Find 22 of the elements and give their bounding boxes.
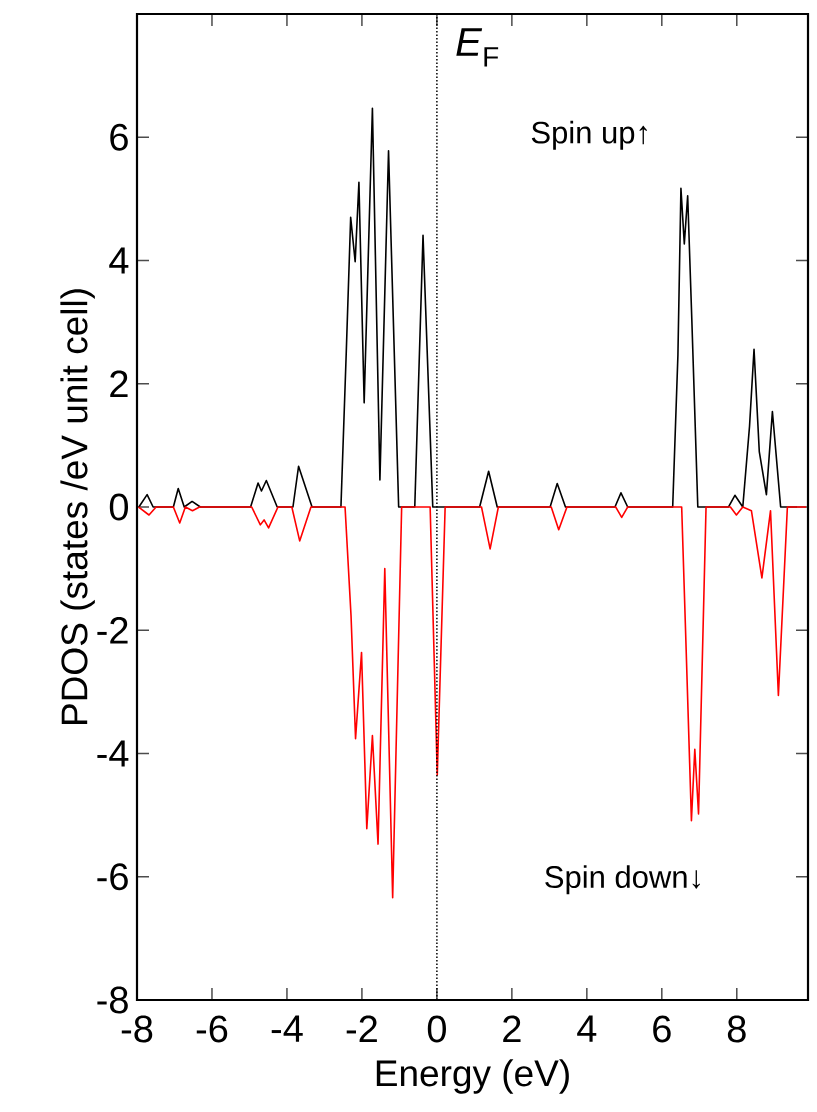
x-tick-label: 4 bbox=[577, 1015, 597, 1042]
y-tick-label: 2 bbox=[110, 370, 128, 398]
x-tick-label: -2 bbox=[346, 1015, 377, 1043]
y-axis-title: PDOS (states /eV unit cell) bbox=[60, 289, 95, 724]
x-tick-label: 2 bbox=[503, 1015, 521, 1043]
x-tick-label: -6 bbox=[196, 1015, 228, 1043]
x-tick-label: 0 bbox=[427, 1015, 446, 1043]
y-tick-label: 6 bbox=[110, 123, 128, 151]
y-tick-label: -2 bbox=[97, 616, 128, 644]
annotation: Spin down↓ bbox=[545, 865, 700, 895]
y-tick-label: -4 bbox=[97, 740, 129, 767]
annotation: Spin up↑ bbox=[531, 120, 647, 150]
x-axis-title: Energy (eV) bbox=[376, 1059, 569, 1094]
line-series bbox=[137, 506, 807, 899]
x-tick-label: 6 bbox=[653, 1015, 671, 1043]
y-tick-label: 0 bbox=[109, 493, 128, 521]
x-tick-label: 8 bbox=[727, 1015, 746, 1043]
y-tick-label: -6 bbox=[97, 863, 128, 891]
ref-line-label: E$_{F}$ bbox=[456, 28, 499, 67]
x-tick-label: -4 bbox=[271, 1015, 303, 1042]
y-tick-label: -8 bbox=[97, 986, 128, 1014]
y-tick-label: 4 bbox=[109, 247, 129, 274]
